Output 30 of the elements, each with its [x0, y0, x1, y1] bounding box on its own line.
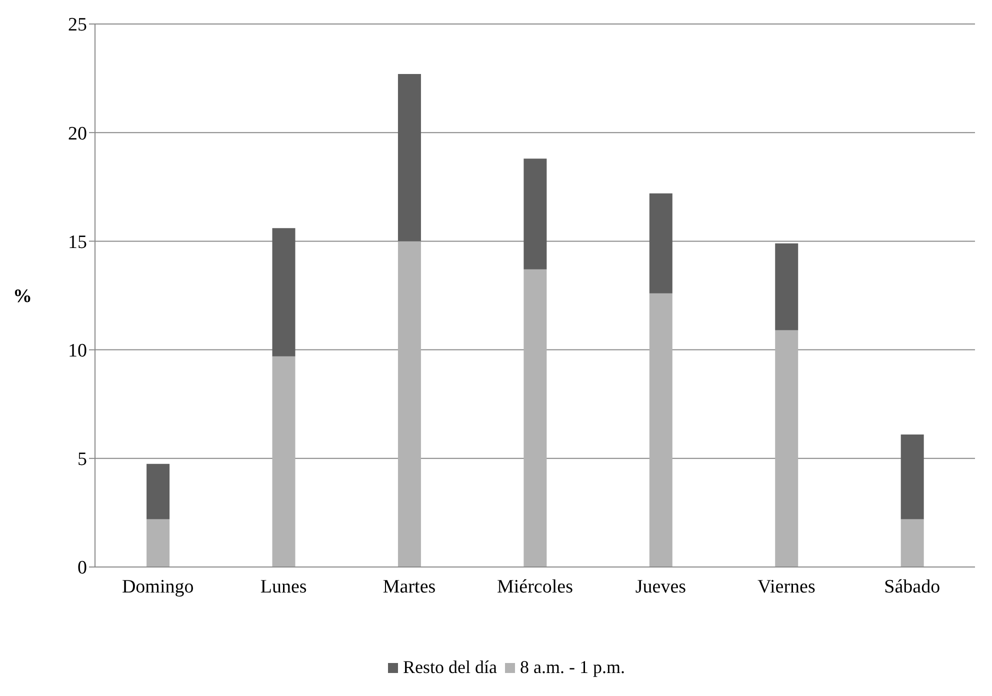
- y-tick-label: 15: [68, 232, 87, 253]
- y-tick-label: 20: [68, 123, 87, 144]
- legend-label: Resto del día: [402, 657, 497, 678]
- bar: [146, 519, 170, 567]
- x-tick-label: Domingo: [122, 576, 194, 598]
- bar: [900, 434, 924, 520]
- x-tick-label: Lunes: [260, 576, 307, 598]
- bar: [524, 158, 547, 270]
- y-tick-label: 10: [68, 340, 87, 362]
- bar: [649, 293, 672, 567]
- x-tick-label: Sábado: [884, 576, 940, 598]
- x-tick-label: Martes: [382, 576, 436, 598]
- bar: [775, 243, 798, 330]
- y-tick-label: 25: [68, 14, 87, 36]
- bar: [649, 193, 672, 294]
- bar: [398, 74, 421, 242]
- y-tick-label: 0: [78, 558, 87, 579]
- bar: [524, 269, 547, 567]
- x-tick-label: Jueves: [635, 576, 686, 598]
- legend-label: 8 a.m. - 1 p.m.: [518, 657, 625, 678]
- bar: [272, 356, 296, 567]
- bar: [900, 519, 924, 567]
- y-tick-label: 5: [78, 449, 87, 470]
- x-tick-label: Viernes: [757, 576, 816, 598]
- bar: [272, 228, 296, 356]
- y-axis-title: %: [13, 286, 32, 308]
- bar: [398, 241, 421, 567]
- x-tick-label: Miércoles: [497, 576, 573, 598]
- bar: [146, 464, 170, 520]
- bar: [775, 330, 798, 567]
